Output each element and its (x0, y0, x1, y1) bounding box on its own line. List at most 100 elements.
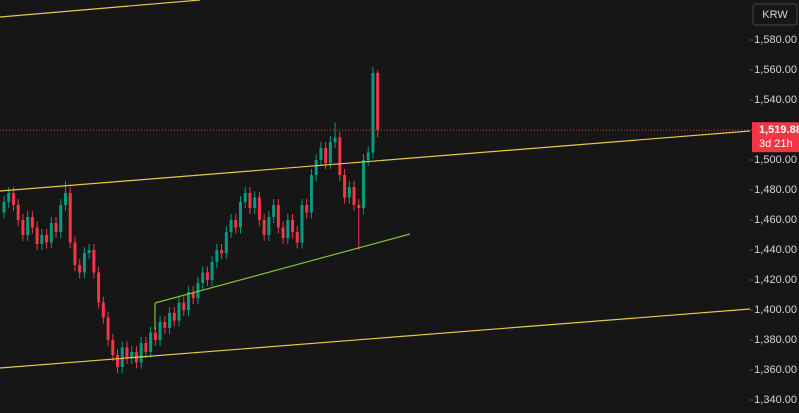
candle-body (68, 193, 72, 243)
candle-body (153, 332, 157, 340)
candle-body (168, 312, 172, 328)
candle-body (300, 205, 304, 243)
y-tick-label: 1,540.00 (754, 94, 797, 106)
y-tick-label: 1,420.00 (754, 274, 797, 286)
candle-body (163, 321, 167, 328)
candle-body (371, 73, 375, 153)
candle-body (234, 219, 238, 228)
candle-body (276, 205, 280, 228)
candle-body (272, 205, 276, 217)
currency-button[interactable] (752, 3, 798, 26)
candle-body (158, 321, 162, 340)
candle-body (295, 231, 299, 243)
candle-body (215, 249, 219, 262)
candle-body (352, 187, 356, 206)
candle-body (253, 197, 257, 208)
candle-body (196, 282, 200, 298)
candle-body (324, 148, 328, 164)
candle-body (59, 205, 63, 232)
candle-body (149, 332, 153, 352)
candle-body (101, 302, 105, 318)
candle-body (130, 351, 134, 358)
candle-body (97, 272, 101, 303)
trend-line (0, 0, 201, 18)
candle-body (11, 193, 15, 206)
candle-body (172, 312, 176, 321)
candle-body (7, 193, 11, 203)
candle-body (366, 152, 370, 161)
candle-body (210, 261, 214, 280)
candle-body (286, 219, 290, 238)
candle-body (347, 187, 351, 198)
candle-body (21, 219, 25, 235)
candle-body (357, 205, 361, 208)
y-tick-label: 1,460.00 (754, 214, 797, 226)
candle-body (73, 242, 77, 265)
y-tick-label: 1,340.00 (754, 394, 797, 406)
candle-body (305, 205, 309, 213)
candle-body (16, 205, 20, 220)
candle-body (2, 202, 6, 213)
trend-line (0, 130, 751, 192)
candle-body (291, 219, 295, 232)
candle-body (63, 193, 67, 206)
y-tick-label: 1,380.00 (754, 334, 797, 346)
currency[interactable]: KRW (762, 9, 788, 21)
candle-body (220, 249, 224, 253)
candles (0, 67, 750, 373)
candle-body (26, 216, 30, 235)
candle-body (116, 354, 120, 367)
candle-body (338, 137, 342, 176)
y-tick-label: 1,400.00 (754, 304, 797, 316)
last-price-label: 1,519.88 (759, 124, 799, 136)
candle-body (40, 234, 44, 244)
trend-line (154, 233, 411, 304)
candle-body (376, 73, 380, 131)
y-tick-label: 1,580.00 (754, 34, 797, 46)
candle-body (319, 148, 323, 161)
candle-body (281, 227, 285, 238)
countdown: 3d 21h (759, 138, 793, 150)
candle-body (87, 249, 91, 253)
candle-body (243, 193, 247, 203)
candle-body (343, 175, 347, 198)
y-tick-label: 1,480.00 (754, 184, 797, 196)
candle-body (125, 347, 129, 358)
candle-body (182, 302, 186, 310)
candle-body (82, 252, 86, 273)
candle-body (248, 193, 252, 208)
candle-body (120, 347, 124, 367)
candle-body (186, 291, 190, 310)
candle-body (54, 222, 58, 232)
candle-body (78, 264, 82, 273)
candle-body (224, 231, 228, 253)
candle-body (177, 302, 181, 321)
candle-body (361, 160, 365, 208)
candle-body (30, 216, 34, 228)
candle-body (35, 227, 39, 244)
candle-body (314, 160, 318, 176)
candle-body (191, 291, 195, 298)
candle-body (92, 249, 96, 273)
candle-body (333, 137, 337, 143)
candle-body (309, 175, 313, 213)
y-tick-label: 1,560.00 (754, 64, 797, 76)
last-price-box (752, 122, 799, 153)
price-axis (750, 0, 799, 413)
candle-body (328, 142, 332, 164)
candle-body (201, 272, 205, 283)
candle-body (49, 222, 53, 243)
candle-body (257, 197, 261, 220)
candle-body (144, 342, 148, 352)
trend-line (0, 308, 751, 369)
y-tick-label: 1,360.00 (754, 364, 797, 376)
candle-body (229, 219, 233, 232)
candle-body (262, 219, 266, 235)
candle-body (45, 234, 49, 243)
candle-body (239, 202, 242, 228)
candle-body (139, 342, 143, 363)
y-tick-label: 1,500.00 (754, 154, 797, 166)
candle-body (205, 272, 209, 280)
